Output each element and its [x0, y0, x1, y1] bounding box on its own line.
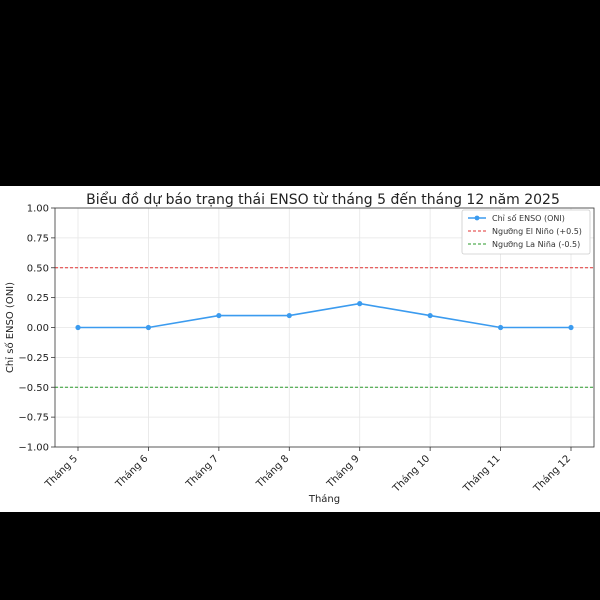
data-point	[75, 324, 81, 331]
x-tick-label: Tháng 6	[112, 453, 150, 491]
legend-marker	[474, 215, 480, 221]
x-tick-label: Tháng 7	[183, 453, 221, 491]
y-tick-label: 1.00	[27, 204, 49, 215]
y-tick-label: −0.25	[18, 353, 49, 364]
legend-label: Chỉ số ENSO (ONI)	[492, 213, 565, 223]
legend-label: Ngưỡng El Niño (+0.5)	[492, 227, 582, 236]
x-tick-label: Tháng 10	[390, 453, 433, 496]
x-axis-label: Tháng	[308, 493, 340, 505]
legend-label: Ngưỡng La Niña (-0.5)	[492, 240, 580, 249]
y-tick-label: 0.75	[27, 233, 49, 244]
y-tick-label: −0.75	[18, 413, 49, 424]
enso-line-chart: Biểu đồ dự báo trạng thái ENSO từ tháng …	[4, 191, 595, 505]
data-point	[427, 312, 433, 319]
data-point	[568, 324, 574, 331]
x-tick-label: Tháng 11	[460, 453, 503, 496]
data-point	[357, 301, 363, 307]
x-tick-label: Tháng 5	[42, 453, 80, 491]
y-tick-label: −0.50	[18, 383, 49, 394]
x-tick-label: Tháng 8	[253, 453, 291, 491]
y-tick-label: 0.00	[27, 323, 49, 334]
grid-lines	[55, 207, 594, 448]
x-tick-label: Tháng 9	[324, 453, 362, 491]
data-point	[145, 324, 152, 331]
chart-title: Biểu đồ dự báo trạng thái ENSO từ tháng …	[86, 191, 560, 208]
chart-figure: Biểu đồ dự báo trạng thái ENSO từ tháng …	[0, 186, 600, 512]
series-line	[78, 302, 571, 329]
x-axis-ticks: Tháng 5 Tháng 6 Tháng 7 Tháng 8 Tháng 9 Tháng…	[42, 447, 573, 495]
y-tick-label: 0.25	[27, 293, 49, 304]
data-series	[75, 301, 574, 331]
data-point	[497, 324, 504, 331]
x-tick-label: Tháng 12	[531, 453, 574, 496]
y-axis-ticks: 1.00 0.75 0.50 0.25 0.00 −0.25 −0.50 −0.75 −1.00	[18, 204, 55, 454]
data-point	[286, 312, 292, 319]
legend-box	[461, 209, 591, 255]
y-tick-label: −1.00	[18, 443, 49, 454]
data-point	[216, 312, 222, 319]
y-tick-label: 0.50	[27, 263, 49, 274]
legend: Chỉ số ENSO (ONI) Ngưỡng El Niño (+0.5) Ng…	[461, 209, 591, 255]
y-axis-label: Chỉ số ENSO (ONI)	[4, 282, 16, 373]
